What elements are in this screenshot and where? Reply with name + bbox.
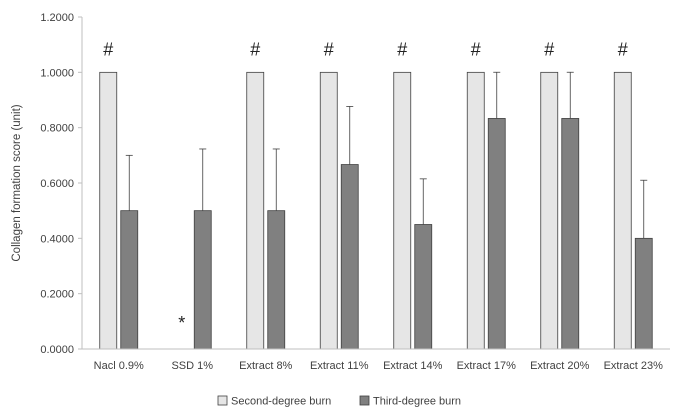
x-tick-label: Extract 20% bbox=[530, 360, 590, 372]
significance-mark: # bbox=[544, 39, 554, 59]
bar-group: # bbox=[466, 39, 506, 350]
bar-second-degree bbox=[99, 71, 118, 350]
x-axis: Nacl 0.9% SSD 1% Extract 8% Extract 11% Extr… bbox=[82, 348, 670, 372]
bar-group: # bbox=[99, 39, 139, 350]
bars: # * # # # # # # bbox=[99, 39, 653, 350]
y-axis-label: Collagen formation score (unit) bbox=[11, 104, 23, 261]
x-tick-label: Extract 8% bbox=[239, 360, 292, 372]
significance-mark: # bbox=[618, 39, 628, 59]
significance-mark: * bbox=[178, 313, 185, 333]
y-tick-label: 0.6000 bbox=[40, 178, 74, 190]
x-tick-label: Extract 23% bbox=[604, 360, 664, 372]
legend-label: Second-degree burn bbox=[231, 396, 331, 408]
bar-group: # bbox=[319, 39, 359, 350]
bar-group: * bbox=[178, 148, 212, 350]
bar-group: # bbox=[393, 39, 433, 350]
bar-third-degree bbox=[414, 224, 433, 350]
y-tick-label: 1.2000 bbox=[40, 12, 74, 24]
significance-mark: # bbox=[324, 39, 334, 59]
x-tick-label: Extract 11% bbox=[310, 360, 369, 372]
bar-third-degree bbox=[193, 210, 212, 350]
bar-second-degree bbox=[613, 71, 632, 350]
x-tick-label: Extract 17% bbox=[457, 360, 517, 372]
bar-second-degree bbox=[540, 71, 559, 350]
bar-group: # bbox=[540, 39, 580, 350]
bar-second-degree bbox=[319, 71, 338, 350]
bar-third-degree bbox=[634, 237, 653, 350]
y-tick-label: 1.0000 bbox=[40, 67, 74, 79]
y-tick-label: 0.2000 bbox=[40, 289, 74, 301]
bar-second-degree bbox=[393, 71, 412, 350]
bar-third-degree bbox=[267, 210, 286, 350]
bar-second-degree bbox=[466, 71, 485, 350]
bar-third-degree bbox=[561, 118, 580, 350]
x-tick-label: SSD 1% bbox=[171, 360, 213, 372]
bar-third-degree bbox=[340, 164, 359, 350]
legend-swatch bbox=[359, 395, 370, 406]
significance-mark: # bbox=[250, 39, 260, 59]
y-tick-label: 0.4000 bbox=[40, 233, 74, 245]
bar-group: # bbox=[246, 39, 286, 350]
bar-third-degree bbox=[120, 210, 139, 350]
legend-swatch bbox=[217, 395, 228, 406]
bar-third-degree bbox=[487, 118, 506, 350]
x-tick-label: Nacl 0.9% bbox=[94, 360, 144, 372]
y-tick-label: 0.8000 bbox=[40, 123, 74, 135]
legend-label: Third-degree burn bbox=[373, 396, 461, 408]
bar-group: # bbox=[613, 39, 653, 350]
bar-second-degree bbox=[246, 71, 265, 350]
significance-mark: # bbox=[471, 39, 481, 59]
x-tick-label: Extract 14% bbox=[383, 360, 443, 372]
legend: Second-degree burn Third-degree burn bbox=[217, 395, 461, 408]
significance-mark: # bbox=[103, 39, 113, 59]
y-axis: 0.0000 0.2000 0.4000 0.6000 0.8000 1.0000 1.20… bbox=[40, 12, 83, 356]
significance-mark: # bbox=[397, 39, 407, 59]
y-tick-label: 0.0000 bbox=[40, 344, 74, 356]
